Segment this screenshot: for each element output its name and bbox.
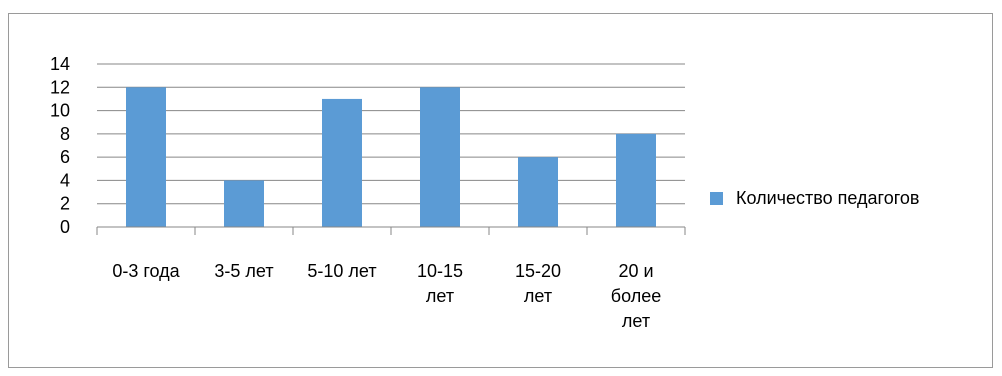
y-tick-label: 6 (60, 147, 70, 167)
chart-frame (8, 13, 993, 368)
y-tick-label: 4 (60, 170, 70, 190)
y-tick-label: 12 (50, 77, 70, 97)
bar (322, 98, 362, 227)
legend-swatch (710, 192, 723, 205)
x-tick-label: 15-20 лет (515, 261, 561, 306)
bar (420, 87, 460, 228)
bars (126, 87, 656, 228)
bar (518, 157, 558, 227)
legend: Количество педагогов (710, 188, 919, 209)
x-tick-label: 10-15 лет (417, 261, 463, 306)
bar (126, 87, 166, 228)
y-tick-label: 10 (50, 101, 70, 121)
bar (224, 180, 264, 227)
x-tick-labels: 0-3 года 3-5 лет 5-10 лет 10-15 лет 15-20 лет 2… (112, 261, 661, 331)
y-tick-labels: 0 2 4 6 8 10 12 14 (50, 54, 70, 237)
gridlines (97, 63, 685, 205)
x-tick-label: 0-3 года (112, 261, 180, 281)
legend-label: Количество педагогов (736, 188, 920, 208)
x-tick-label: 3-5 лет (214, 261, 273, 281)
x-tick-label: 20 и более лет (611, 261, 661, 331)
axes (96, 226, 686, 235)
y-tick-label: 0 (60, 217, 70, 237)
y-tick-label: 2 (60, 194, 70, 214)
bar (616, 133, 656, 227)
y-tick-label: 8 (60, 124, 70, 144)
x-tick-label: 5-10 лет (307, 261, 376, 281)
y-tick-label: 14 (50, 54, 70, 74)
